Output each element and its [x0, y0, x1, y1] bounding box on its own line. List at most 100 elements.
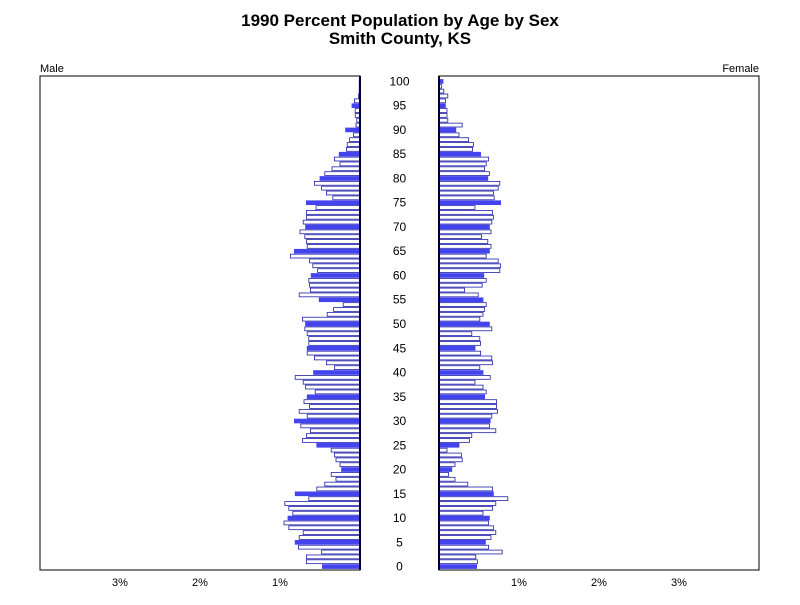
female-bar-age-94	[438, 108, 448, 113]
female-bar-age-32	[438, 408, 498, 414]
male-bar-age-49	[304, 326, 361, 332]
male-bar-age-5	[294, 539, 361, 545]
male-bar-age-17	[324, 481, 361, 487]
age-label-95: 95	[393, 99, 407, 113]
female-bar-age-53	[438, 307, 485, 312]
female-bar-age-27	[438, 433, 473, 438]
female-bar-age-91	[438, 122, 463, 128]
female-bar-age-71	[438, 219, 493, 225]
female-bar-age-13	[438, 501, 497, 506]
female-bar-age-77	[438, 190, 494, 196]
female-bar-age-12	[438, 506, 493, 511]
female-bar-age-10	[438, 515, 490, 521]
female-bar-age-55	[438, 297, 484, 303]
female-bar-age-33	[438, 404, 497, 409]
female-bar-age-44	[438, 350, 481, 356]
male-bar-age-51	[301, 316, 361, 322]
male-bar-age-25	[316, 442, 361, 448]
female-bar-age-62	[438, 263, 501, 269]
female-bar-age-89	[438, 132, 460, 138]
female-bar-age-61	[438, 268, 501, 273]
male-bar-age-68	[304, 234, 361, 239]
male-bars	[283, 79, 361, 569]
male-bar-age-0	[321, 564, 361, 569]
female-bar-age-48	[438, 331, 473, 337]
female-bar-age-25	[438, 442, 460, 448]
age-label-55: 55	[393, 293, 407, 307]
male-bar-age-30	[293, 418, 361, 424]
male-bar-age-4	[297, 544, 361, 550]
female-bar-age-63	[438, 258, 499, 264]
male-bar-age-18	[335, 476, 361, 482]
female-bar-age-83	[438, 161, 487, 167]
female-bar-age-93	[438, 113, 448, 118]
male-bar-age-74	[315, 205, 361, 210]
age-label-75: 75	[393, 196, 407, 210]
age-label-90: 90	[393, 123, 407, 137]
age-label-60: 60	[393, 268, 407, 282]
male-bar-age-19	[330, 472, 361, 477]
female-bar-age-56	[438, 292, 479, 298]
male-bar-age-39	[294, 375, 361, 380]
male-bar-age-35	[306, 394, 361, 400]
male-bar-age-81	[324, 171, 361, 176]
male-bar-age-73	[305, 210, 361, 215]
age-label-40: 40	[393, 366, 407, 380]
female-bar-age-81	[438, 171, 490, 176]
male-bar-age-66	[306, 244, 361, 249]
male-bar-age-6	[298, 535, 361, 540]
male-bar-age-37	[305, 384, 361, 390]
female-bar-age-87	[438, 142, 474, 147]
male-bar-age-65	[293, 248, 361, 254]
male-bar-age-50	[305, 321, 361, 327]
male-bar-age-88	[349, 137, 361, 142]
female-tick-3pct: 3%	[671, 577, 687, 589]
male-bar-age-46	[308, 341, 361, 346]
female-bar-age-58	[438, 282, 483, 288]
male-bar-age-9	[283, 520, 361, 526]
age-label-10: 10	[393, 511, 407, 525]
female-bar-age-11	[438, 510, 484, 516]
male-bar-age-10	[287, 515, 361, 521]
male-bar-age-40	[313, 370, 361, 375]
female-bar-age-90	[438, 127, 457, 133]
male-bar-age-57	[309, 287, 361, 293]
female-bar-age-23	[438, 452, 462, 458]
male-bar-age-63	[309, 258, 361, 264]
male-bar-age-22	[335, 457, 361, 463]
age-label-80: 80	[393, 171, 407, 185]
male-bar-age-58	[309, 282, 361, 288]
male-bar-age-53	[333, 307, 361, 312]
age-label-70: 70	[393, 220, 407, 234]
age-label-0: 0	[396, 560, 403, 574]
male-bar-age-16	[316, 486, 361, 492]
male-bar-age-59	[308, 278, 361, 283]
male-bar-age-1	[305, 559, 361, 565]
male-bar-age-80	[319, 176, 361, 181]
male-bar-age-67	[305, 239, 361, 244]
age-label-5: 5	[396, 535, 403, 549]
female-bar-age-29	[438, 423, 490, 429]
male-bar-age-70	[305, 224, 361, 230]
male-bar-age-79	[313, 180, 361, 186]
male-bar-age-32	[298, 408, 361, 414]
male-tick-1pct: 1%	[272, 577, 288, 589]
male-bar-age-15	[294, 491, 361, 497]
female-bar-age-84	[438, 156, 489, 162]
female-bar-age-15	[438, 491, 494, 497]
male-bar-age-84	[333, 156, 361, 162]
female-bar-age-64	[438, 253, 487, 259]
male-bar-age-56	[298, 292, 361, 298]
female-bar-age-69	[438, 229, 492, 235]
female-bar-age-37	[438, 384, 484, 390]
age-label-30: 30	[393, 414, 407, 428]
female-bar-age-16	[438, 486, 493, 492]
female-bar-age-45	[438, 345, 476, 351]
male-bar-age-24	[330, 447, 361, 453]
female-bar-age-19	[438, 472, 450, 477]
male-bar-age-11	[292, 510, 361, 516]
female-bar-age-57	[438, 287, 466, 293]
female-tick-1pct: 1%	[511, 577, 527, 589]
male-bar-age-54	[342, 302, 361, 307]
